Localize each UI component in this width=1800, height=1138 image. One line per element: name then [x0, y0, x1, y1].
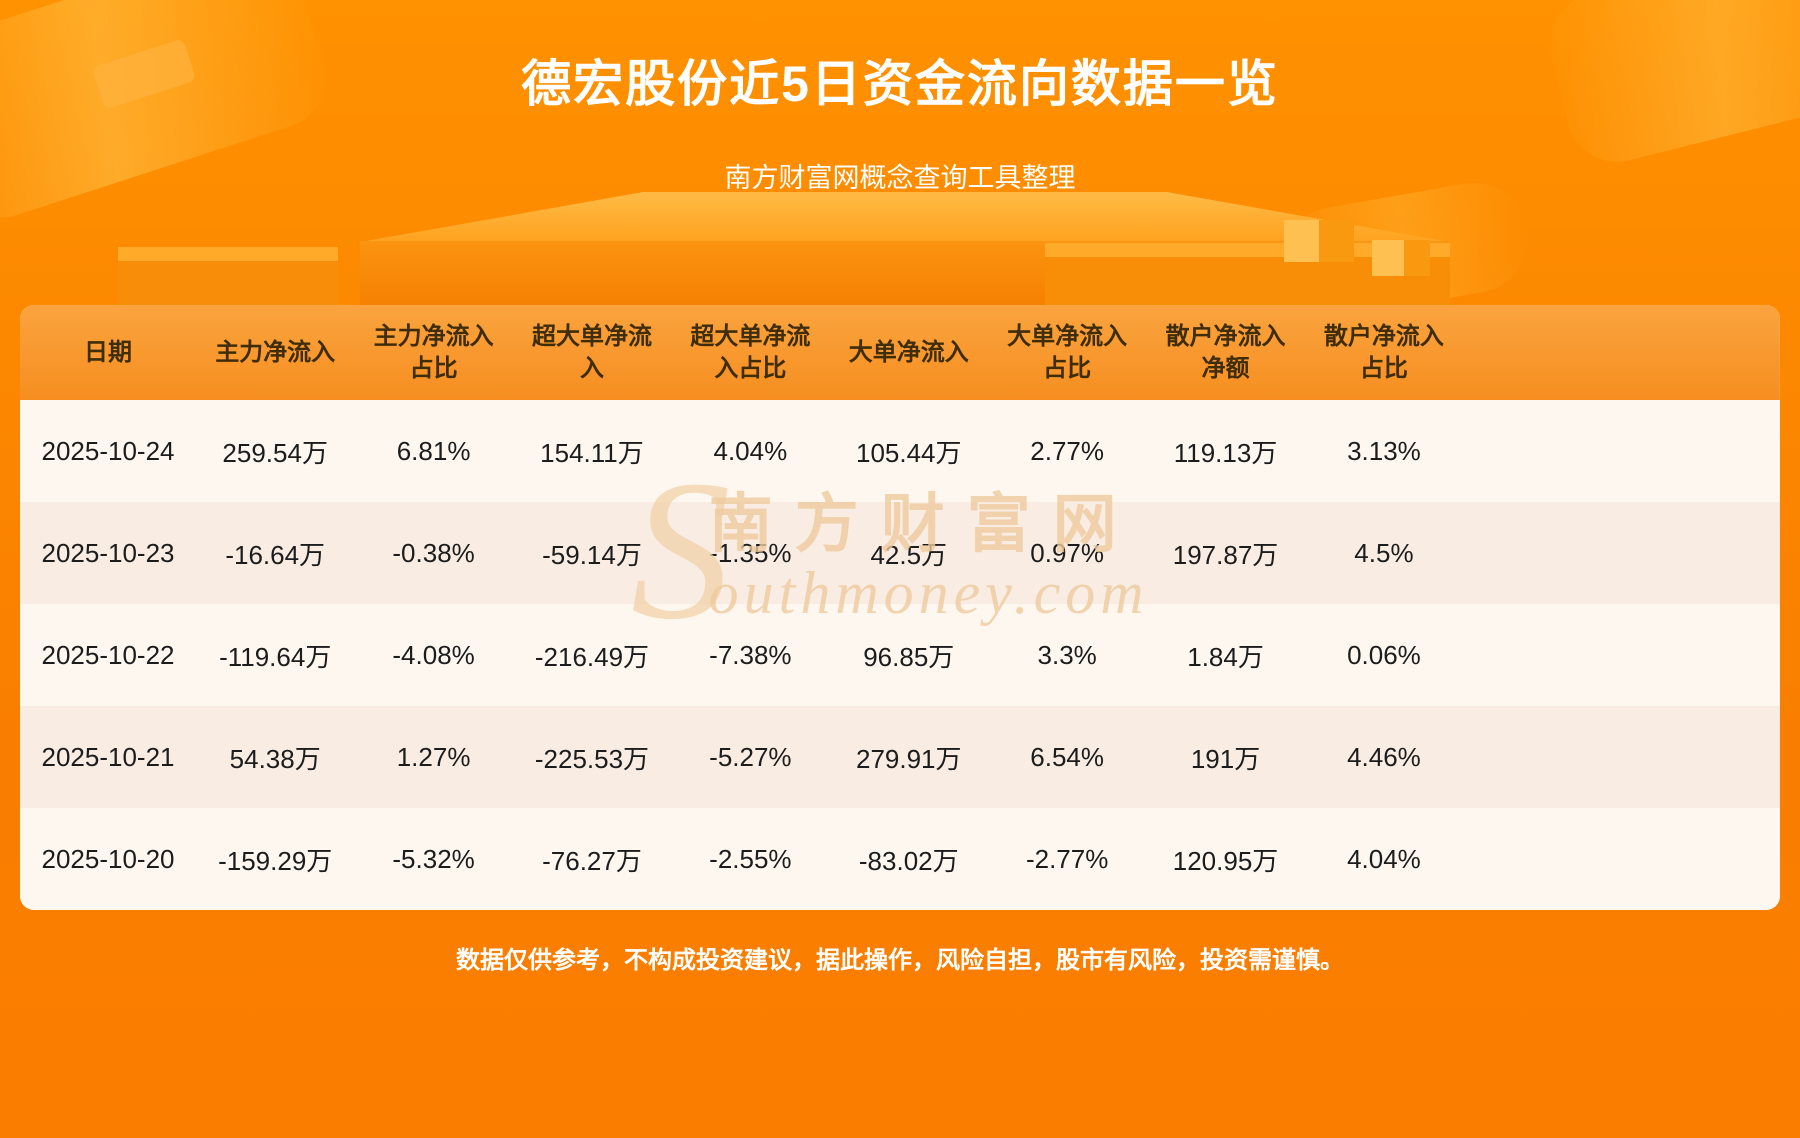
column-header: 主力净流入 占比 — [373, 323, 494, 382]
value-cell: 154.11万 — [540, 437, 644, 468]
table-row: 2025-10-21 54.38万 1.27% -225.53万 -5.27% 279.9… — [20, 706, 1780, 808]
value-cell: -119.64万 — [219, 641, 332, 672]
table-body: 2025-10-24 259.54万 6.81% 154.11万 4.04% 105.44… — [20, 400, 1780, 910]
table-row: 2025-10-22 -119.64万 -4.08% -216.49万 -7.38% 96… — [20, 604, 1780, 706]
table-header: 日期 主力净流入 主力净流入 占比 超大单净流 入超大单净流 入占比 大单净流入 大单净流… — [20, 305, 1780, 400]
page-title: 德宏股份近5日资金流向数据一览 — [521, 56, 1279, 112]
date-cell: 2025-10-22 — [41, 639, 175, 670]
value-cell: 2.77% — [1030, 435, 1105, 466]
value-cell: 96.85万 — [863, 641, 955, 672]
value-cell: -59.14万 — [542, 539, 642, 570]
column-header: 大单净流入 占比 — [1007, 323, 1128, 382]
value-cell: -225.53万 — [534, 743, 650, 774]
value-cell: 42.5万 — [870, 539, 948, 570]
date-cell: 2025-10-20 — [41, 843, 175, 874]
column-header: 散户净流入 净额 — [1165, 323, 1286, 382]
value-cell: -0.38% — [392, 537, 475, 568]
value-cell: -76.27万 — [542, 845, 642, 876]
value-cell: 105.44万 — [855, 437, 962, 468]
value-cell: 0.06% — [1347, 639, 1421, 670]
column-header: 散户净流入 占比 — [1323, 323, 1444, 382]
row-spacer — [1463, 604, 1780, 706]
column-header: 超大单净流 入占比 — [690, 323, 811, 382]
date-cell: 2025-10-21 — [41, 741, 175, 772]
cube-decoration — [1372, 240, 1430, 276]
column-header: 超大单净流 入 — [531, 323, 652, 382]
value-cell: -159.29万 — [218, 845, 333, 876]
value-cell: -16.64万 — [225, 539, 326, 570]
header: 德宏股份近5日资金流向数据一览 南方财富网概念查询工具整理 — [0, 0, 1800, 195]
value-cell: 3.3% — [1037, 639, 1097, 670]
row-spacer — [1463, 706, 1780, 808]
value-cell: 54.38万 — [229, 743, 321, 774]
date-cell: 2025-10-24 — [41, 435, 175, 466]
value-cell: 197.87万 — [1172, 539, 1279, 570]
value-cell: -5.27% — [709, 741, 792, 772]
value-cell: -7.38% — [709, 639, 792, 670]
value-cell: 1.84万 — [1187, 641, 1264, 672]
value-cell: 119.13万 — [1173, 437, 1278, 468]
value-cell: 191万 — [1190, 743, 1261, 774]
value-cell: 120.95万 — [1172, 845, 1279, 876]
column-header: 主力净流入 — [215, 338, 336, 366]
value-cell: 4.04% — [713, 435, 788, 466]
cube-decoration — [1284, 220, 1354, 262]
table-row: 2025-10-20 -159.29万 -5.32% -76.27万 -2.55% -83… — [20, 808, 1780, 910]
value-cell: 259.54万 — [222, 437, 328, 468]
value-cell: 4.04% — [1347, 843, 1421, 874]
value-cell: -5.32% — [392, 843, 475, 874]
value-cell: 1.27% — [396, 741, 471, 772]
value-cell: 6.81% — [396, 435, 471, 466]
disclaimer: 数据仅供参考，不构成投资建议，据此操作，风险自担，股市有风险，投资需谨慎。 — [456, 947, 1344, 974]
value-cell: 279.91万 — [855, 743, 962, 774]
table-header-row: 日期 主力净流入 主力净流入 占比 超大单净流 入超大单净流 入占比 大单净流入 大单净流… — [20, 305, 1780, 400]
value-cell: -216.49万 — [534, 641, 650, 672]
column-header: 大单净流入 — [848, 338, 969, 366]
value-cell: 4.5% — [1354, 537, 1414, 568]
row-spacer — [1463, 502, 1780, 604]
value-cell: 6.54% — [1030, 741, 1105, 772]
fund-flow-table-card: 日期 主力净流入 主力净流入 占比 超大单净流 入超大单净流 入占比 大单净流入 大单净流… — [20, 305, 1780, 910]
date-cell: 2025-10-23 — [41, 537, 175, 568]
column-header: 日期 — [84, 338, 132, 366]
value-cell: -83.02万 — [858, 845, 959, 876]
row-spacer — [1463, 808, 1780, 910]
value-cell: 4.46% — [1347, 741, 1421, 772]
page-subtitle: 南方财富网概念查询工具整理 — [724, 163, 1076, 193]
table-row: 2025-10-23 -16.64万 -0.38% -59.14万 -1.35% 42.5… — [20, 502, 1780, 604]
fund-flow-table: 日期 主力净流入 主力净流入 占比 超大单净流 入超大单净流 入占比 大单净流入 大单净流… — [20, 305, 1780, 910]
table-row: 2025-10-24 259.54万 6.81% 154.11万 4.04% 105.44… — [20, 400, 1780, 502]
row-spacer — [1463, 400, 1780, 502]
value-cell: -2.77% — [1025, 843, 1109, 874]
header-spacer — [1463, 305, 1780, 400]
value-cell: 0.97% — [1030, 537, 1105, 568]
side-platform-left-top — [118, 247, 338, 261]
value-cell: 3.13% — [1347, 435, 1421, 466]
value-cell: -1.35% — [709, 537, 792, 568]
side-platform-left-face — [118, 261, 338, 313]
value-cell: -4.08% — [392, 639, 475, 670]
value-cell: -2.55% — [709, 843, 792, 874]
